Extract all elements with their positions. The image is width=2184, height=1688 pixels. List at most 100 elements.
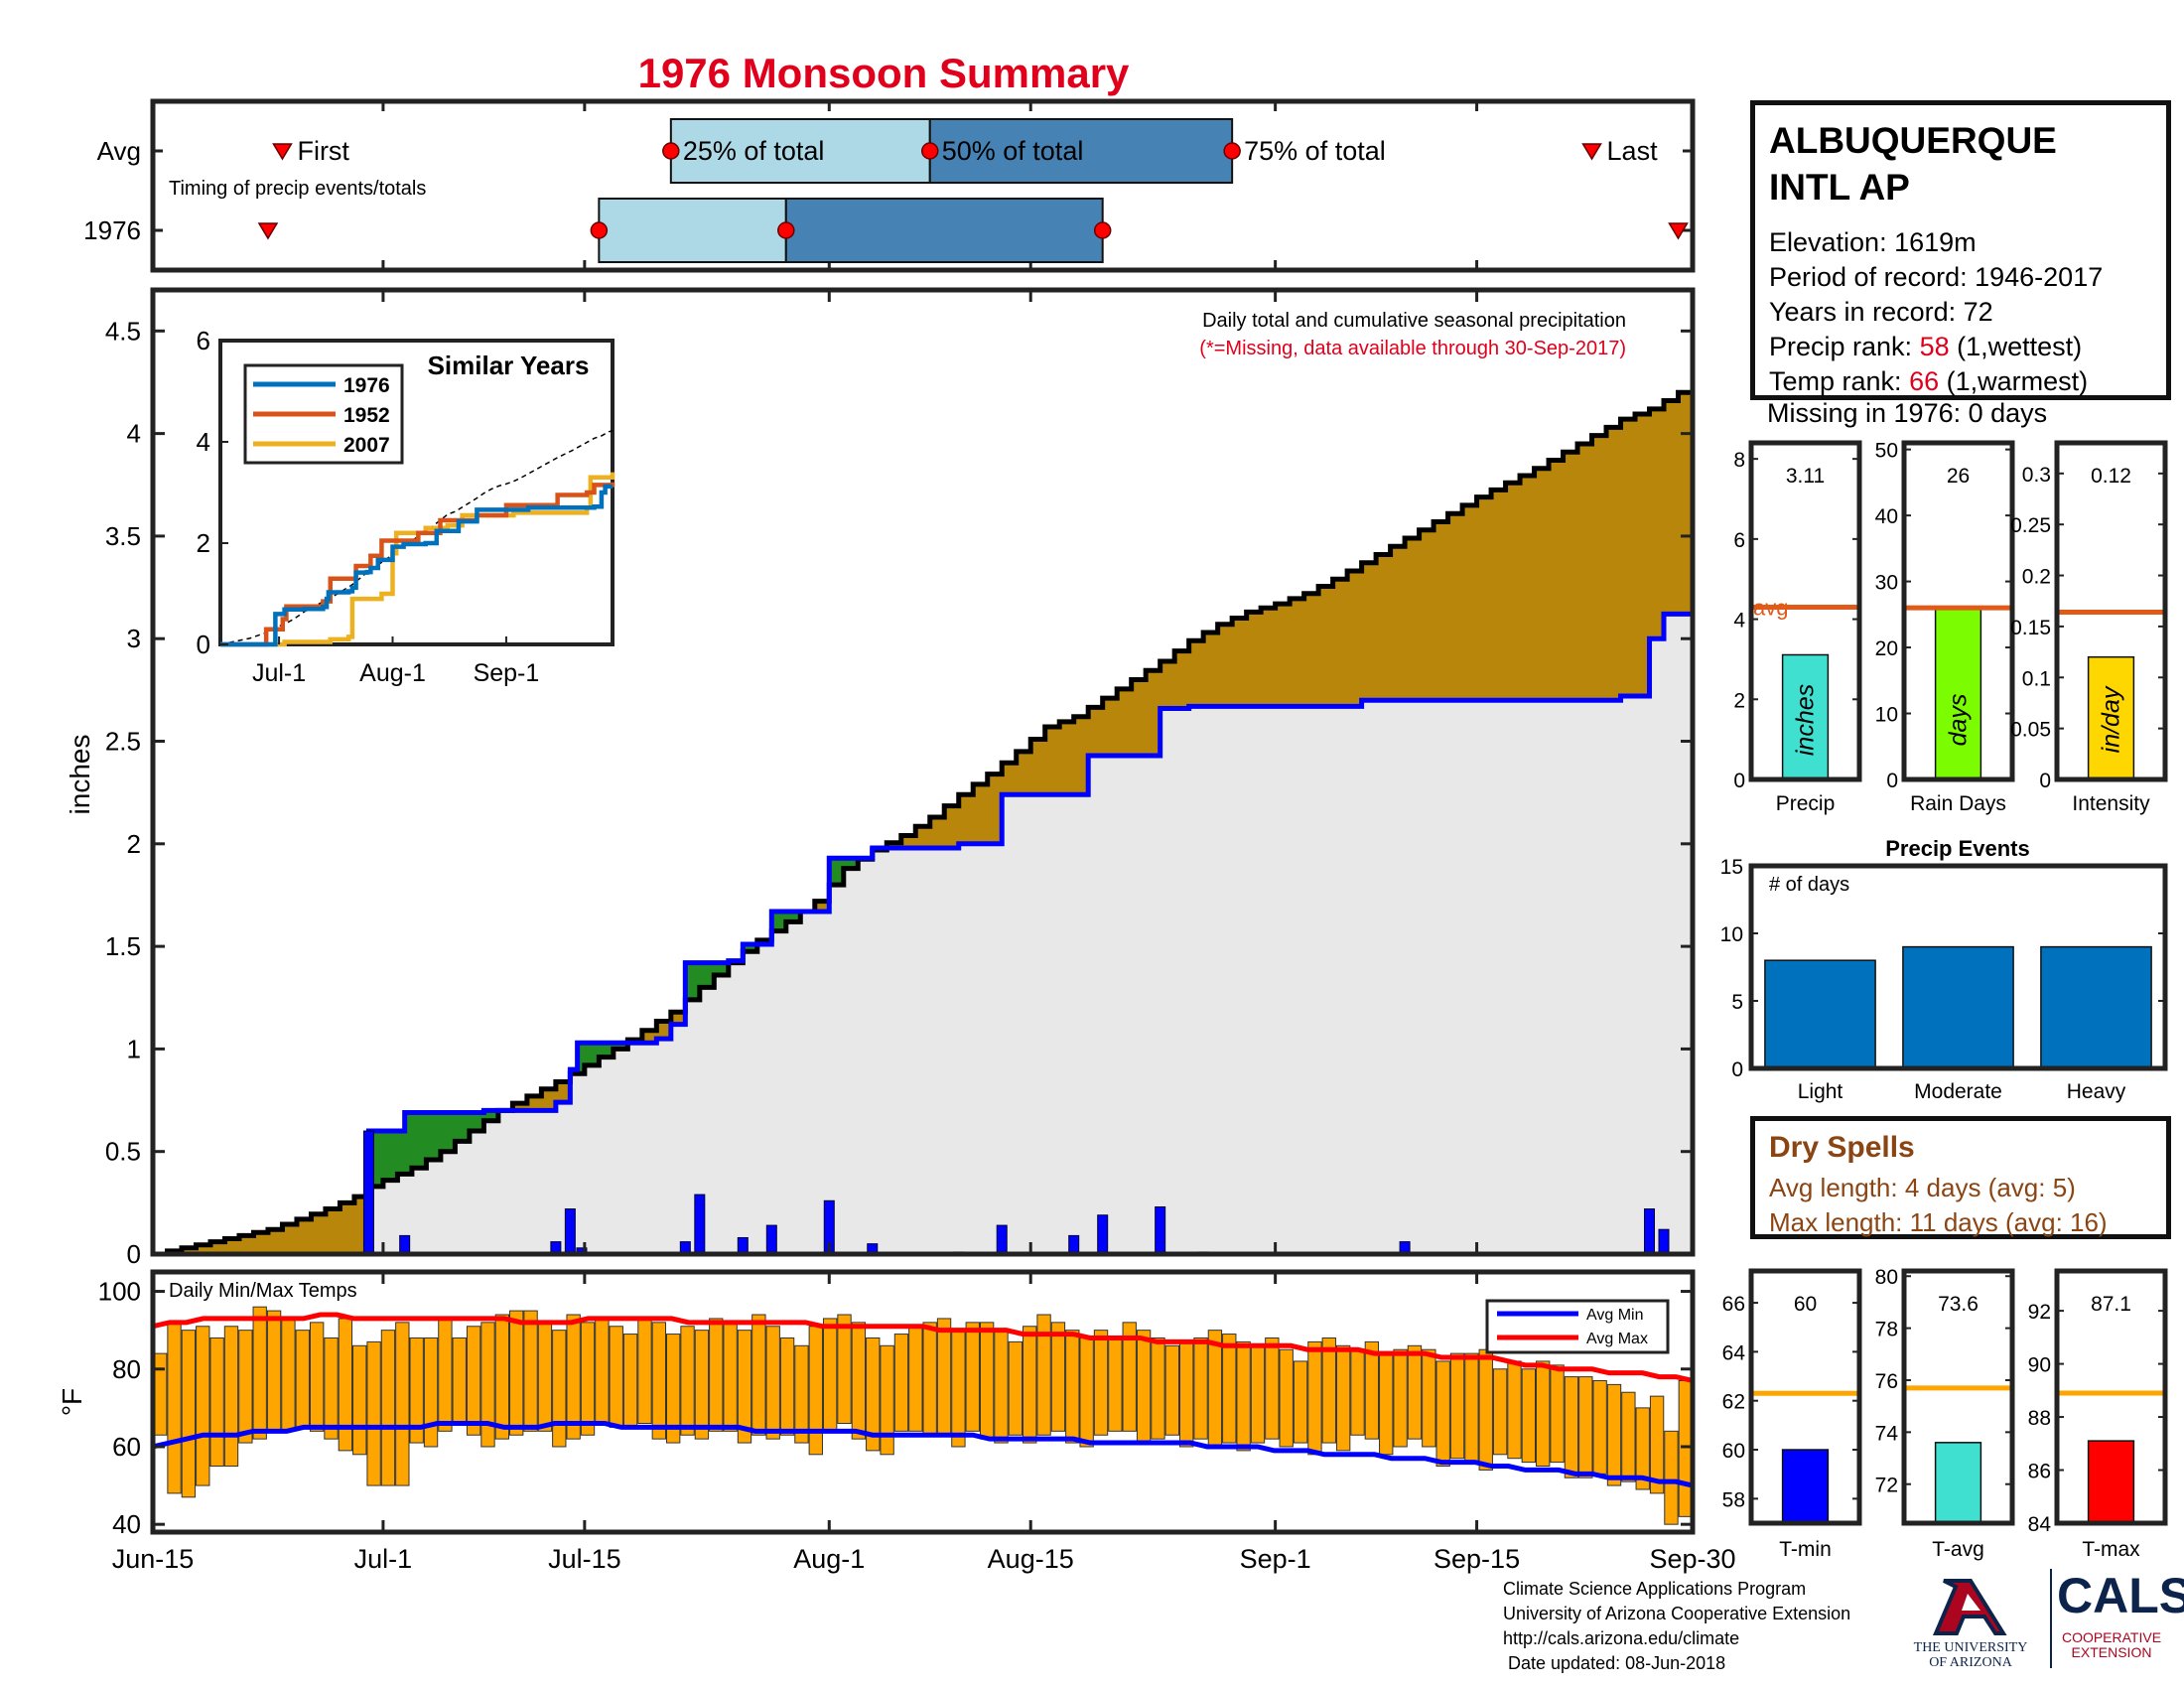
stat-bar-T-avg [1934,1442,1982,1524]
cum-ylabel: inches [65,735,95,815]
temp-range-bar [1578,1376,1593,1478]
cum-ytick-label: 0.5 [105,1137,141,1167]
cum-ytick-label: 4 [127,419,141,449]
timing-note: Timing of precip events/totals [169,178,426,200]
cum-avg-excess-fill [153,388,1693,1254]
station-years: Years in record: 72 [1769,297,1993,327]
temp-range-bar [851,1322,867,1440]
stat-ytick-label: 80 [1875,1266,1898,1289]
daily-precip-bar [996,1224,1008,1255]
stat-ytick-label: 10 [1875,704,1898,727]
temp-range-bar [409,1336,424,1444]
inset-legend-label-2007: 2007 [343,434,390,457]
temp-ytick-label: 60 [112,1432,141,1462]
events-label-Moderate: Moderate [1914,1080,2002,1103]
stat-frame-Precip [1748,440,1862,782]
precip-rank-label: Precip rank: [1769,332,1920,361]
temp-range-bar [1407,1344,1423,1440]
temp-range-bar [893,1334,909,1432]
temp-range-bar [1050,1322,1066,1432]
temp-range-bar [1464,1352,1479,1464]
temp-range-bar [1236,1340,1251,1452]
station-missing: Missing in 1976: 0 days [1767,398,2048,428]
temp-range-bar [1492,1368,1508,1456]
temp-range-bar [1023,1326,1037,1444]
stat-ytick-label: 90 [2028,1354,2051,1377]
cals-logo: CALS [2057,1568,2184,1623]
temp-ytick-label: 100 [98,1277,141,1307]
station-temp-rank: Temp rank: 66 (1,warmest) [1769,366,2088,397]
temp-range-bar [723,1322,738,1432]
stat-ytick-label: 0.05 [2010,719,2051,742]
temp-title: Daily Min/Max Temps [169,1280,357,1302]
temp-range-bar [1592,1379,1607,1475]
temp-range-bar [1536,1360,1551,1468]
temp-range-bar [1207,1330,1223,1448]
timing-box-50-75 [784,198,1104,263]
temp-range-bar [1521,1368,1537,1464]
station-elevation: Elevation: 1619m [1769,227,1977,257]
temp-range-bar [395,1322,410,1486]
temp-range-bar [666,1334,681,1444]
temp-range-bar [1350,1348,1365,1436]
temp-range-bar [622,1334,638,1428]
stat-avg-label: avg [1753,595,1788,620]
temp-range-bar [994,1330,1009,1444]
daily-precip-bar [399,1234,411,1255]
station-precip-rank: Precip rank: 58 (1,wettest) [1769,332,2082,362]
stat-label-Intensity: Intensity [2072,792,2150,815]
temp-range-bar [494,1314,510,1440]
temp-range-bar [338,1318,353,1452]
temp-range-bar [238,1330,253,1444]
temp-frame [150,1269,1696,1535]
cum-1976-line [153,611,1693,1257]
stat-ytick-label: 0.3 [2022,464,2051,487]
temp-range-bar [537,1322,553,1432]
inset-series-1952 [220,482,615,647]
stat-ytick-label: 74 [1875,1422,1899,1445]
dry-spells-box: Dry Spells Avg length: 4 days (avg: 5) M… [1750,1116,2171,1239]
stat-ytick-label: 64 [1722,1341,1746,1364]
temp-range-bar [566,1314,581,1440]
stat-ytick-label: 84 [2028,1513,2052,1536]
temp-range-bar [951,1330,966,1448]
stat-ytick-label: 58 [1722,1488,1745,1511]
stat-frame-T-max [2054,1268,2168,1526]
temp-range-bar [1664,1430,1679,1525]
temp-range-bar [908,1326,923,1432]
events-ytick-label: 10 [1720,923,1743,946]
inset-xtick-label: Jul-1 [252,659,306,687]
temp-range-bar [765,1326,780,1440]
timing-marker-p25 [662,142,680,160]
timing-label-p75: 75% of total [1244,136,1386,166]
temp-range-bar [694,1330,710,1440]
stat-bar-Intensity [2087,655,2135,780]
temp-range-bar [1635,1407,1650,1490]
temp-legend-label-1: Avg Max [1586,1331,1648,1347]
temp-range-bar [1008,1340,1024,1436]
stat-value-Intensity: 0.12 [2091,465,2131,488]
temp-range-bar [438,1318,453,1432]
cum-ytick-label: 2.5 [105,727,141,757]
temp-range-bar [808,1326,823,1456]
events-bar-Heavy [2040,945,2152,1069]
temp-range-bar [380,1330,396,1486]
events-ylabel: # of days [1769,874,1849,896]
xtick-label-Sep-1: Sep-1 [1240,1544,1311,1574]
timing-row-label-Avg: Avg [97,136,141,166]
temp-range-bar [552,1330,567,1448]
stat-frame-Rain Days [1901,440,2015,782]
temp-range-bar [1151,1336,1165,1440]
stat-ytick-label: 0.1 [2022,667,2051,690]
stat-unit-Rain Days: days [1945,694,1973,747]
temp-range-bar [181,1330,197,1498]
timing-triangle-last [1581,143,1602,161]
daily-precip-bar [362,1130,374,1255]
footer-line3: http://cals.arizona.edu/climate [1503,1628,1740,1648]
inset-legend-label-1976: 1976 [343,374,390,397]
temp-range-bar [252,1306,267,1440]
footer-line2: University of Arizona Cooperative Extens… [1503,1604,1851,1623]
temp-avg-max-line [152,1312,1694,1383]
daily-precip-bar [1068,1234,1080,1255]
logo-divider [2050,1569,2052,1668]
